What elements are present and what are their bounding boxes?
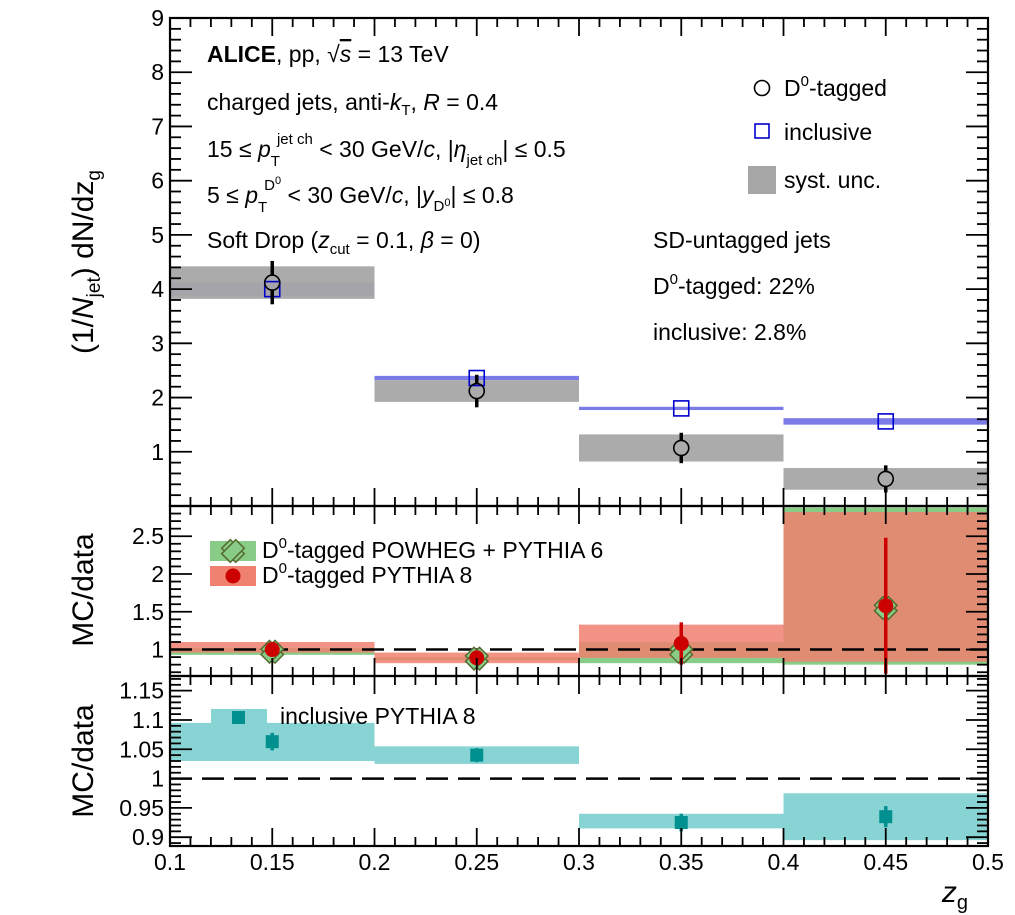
inclusive-syst-band — [579, 406, 784, 411]
top-y-tick-label: 2 — [151, 385, 164, 411]
pythia8-point — [469, 650, 485, 666]
x-tick-label: 0.35 — [659, 849, 704, 875]
bottom-y-tick-label: 1.15 — [119, 678, 164, 704]
d0-point — [468, 382, 486, 400]
top-y-tick-label: 1 — [151, 439, 164, 465]
bottom-y-tick-label: 0.9 — [132, 824, 164, 850]
top-y-tick-label: 4 — [151, 276, 164, 302]
bottom-y-tick-label: 1 — [151, 766, 164, 792]
annotation-softdrop-line: Soft Drop (zcut = 0.1, β = 0) — [207, 227, 481, 258]
bottom-y-tick-label: 1.05 — [119, 736, 164, 762]
x-axis-title: zg — [941, 876, 968, 914]
legend-syst-label: syst. unc. — [784, 167, 881, 193]
pythia8-point — [264, 642, 280, 658]
top-y-tick-label: 3 — [151, 330, 164, 356]
inclusive-point — [672, 400, 690, 417]
top-y-tick-label: 7 — [151, 113, 164, 139]
bottom-panel-frame — [168, 674, 990, 848]
x-tick-label: 0.3 — [563, 849, 595, 875]
bottom-y-axis-title: MC/data — [67, 704, 100, 818]
middle-y-tick-label: 2 — [151, 561, 164, 587]
pythia8-point — [878, 598, 894, 614]
top-y-tick-label: 8 — [151, 59, 164, 85]
middle-y-tick-label: 1.5 — [132, 599, 164, 625]
incl-pythia8-point — [674, 816, 688, 830]
incl-pythia8-point — [265, 735, 279, 749]
x-tick-label: 0.4 — [768, 849, 800, 875]
x-tick-label: 0.5 — [972, 849, 1004, 875]
top-annotations: ALICE, pp, √s = 13 TeV charged jets, ant… — [207, 41, 831, 345]
x-tick-label: 0.1 — [154, 849, 186, 875]
middle-y-tick-label: 2.5 — [132, 523, 164, 549]
legend-syst-box — [748, 166, 776, 194]
inclusive-point — [877, 413, 895, 430]
middle-y-axis-title: MC/data — [67, 533, 100, 647]
axes: 0.1 0.15 0.2 0.25 0.3 0.35 0.4 0.45 0.5 1 2 3 4 5 6 7 8 9… — [119, 5, 1004, 875]
legend-d0-label: D0-tagged — [784, 73, 887, 101]
annotation-jet-pt-line: 15 ≤ pTjet ch < 30 GeV/c, |ηjet ch| ≤ 0.… — [207, 131, 566, 170]
sd-untagged-inclusive: inclusive: 2.8% — [653, 319, 806, 345]
legend-inclusive-marker — [754, 123, 770, 139]
middle-legend: D0-tagged POWHEG + PYTHIA 6 D0-tagged PY… — [210, 535, 603, 588]
sd-untagged-title: SD-untagged jets — [653, 227, 831, 253]
bottom-legend: inclusive PYTHIA 8 — [211, 703, 476, 729]
legend-powheg-x-shape — [220, 538, 246, 564]
annotation-alice-line: ALICE, pp, √s = 13 TeV — [207, 41, 449, 67]
legend-powheg-label: D0-tagged POWHEG + PYTHIA 6 — [262, 535, 603, 563]
x-tick-label: 0.2 — [359, 849, 391, 875]
d0-syst-band — [783, 468, 988, 490]
d0-point — [672, 439, 690, 457]
legend-inclusive-label: inclusive — [784, 119, 872, 145]
top-panel-data — [170, 260, 988, 493]
d0-point — [263, 274, 281, 291]
incl-pythia8-point — [470, 748, 484, 762]
incl-pythia8-point — [879, 810, 893, 824]
bottom-panel-data — [170, 722, 988, 841]
sd-untagged-d0: D0-tagged: 22% — [653, 271, 815, 299]
x-tick-label: 0.25 — [454, 849, 499, 875]
annotation-jets-line: charged jets, anti-kT, R = 0.4 — [207, 89, 498, 119]
top-legend: D0-tagged inclusive syst. unc. — [748, 73, 887, 194]
d0-point — [877, 470, 895, 488]
bottom-y-tick-label: 1.1 — [132, 707, 164, 733]
middle-panel-data — [170, 507, 988, 674]
inclusive-point — [468, 369, 486, 387]
legend-powheg-marker — [220, 538, 246, 564]
top-y-tick-label: 6 — [151, 168, 164, 194]
x-tick-label: 0.45 — [863, 849, 908, 875]
middle-y-tick-label: 1 — [151, 637, 164, 663]
pythia8-point — [673, 636, 689, 652]
x-tick-label: 0.15 — [250, 849, 295, 875]
legend-incl-pythia8-label: inclusive PYTHIA 8 — [280, 703, 476, 729]
d0-syst-band — [374, 380, 579, 402]
legend-d0-marker — [753, 79, 771, 97]
top-y-tick-label: 5 — [151, 222, 164, 248]
inclusive-syst-band — [783, 418, 988, 425]
top-y-axis-title: (1/Njet) dN/dzg — [67, 170, 105, 354]
top-y-tick-label: 9 — [151, 5, 164, 31]
bottom-y-tick-label: 0.95 — [119, 795, 164, 821]
legend-incl-pythia8-marker — [232, 711, 245, 724]
legend-pythia8-marker — [225, 568, 241, 584]
legend-pythia8-label: D0-tagged PYTHIA 8 — [262, 560, 472, 588]
annotation-d0-pt-line: 5 ≤ pTD0 < 30 GeV/c, |yD0| ≤ 0.8 — [207, 175, 514, 216]
